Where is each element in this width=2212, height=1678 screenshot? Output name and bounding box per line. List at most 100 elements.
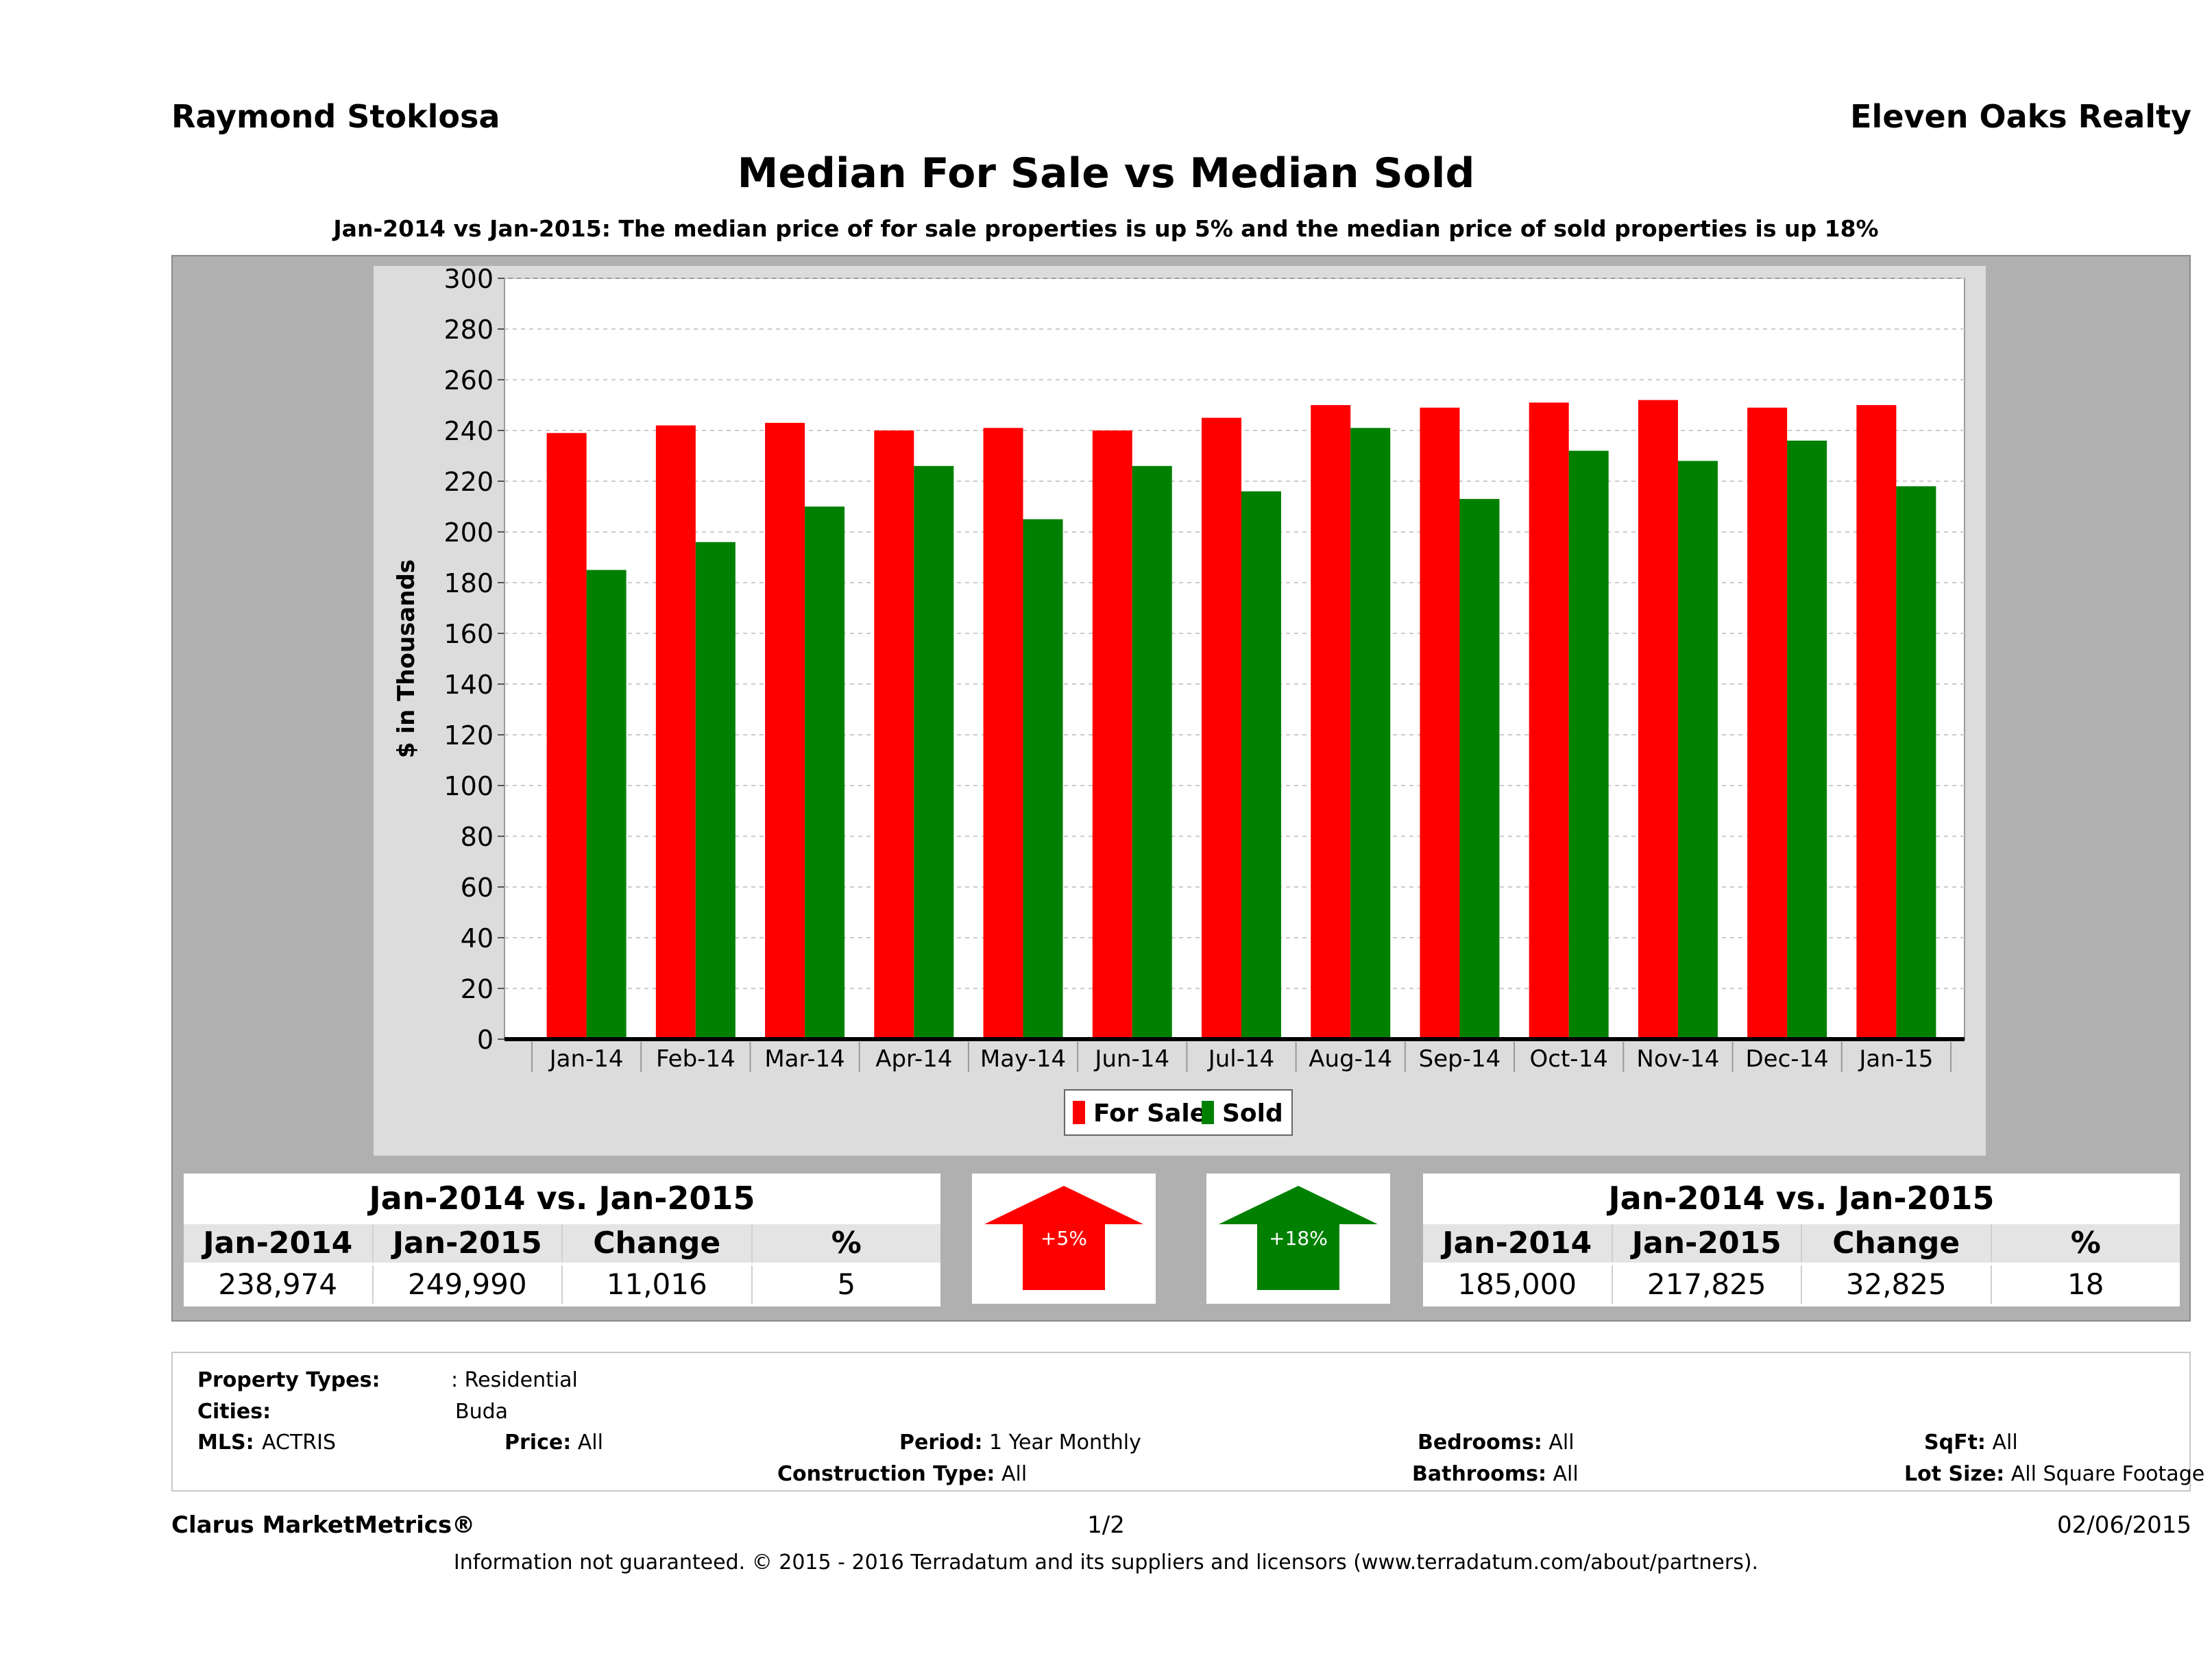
price-label: Price:	[505, 1431, 572, 1455]
sold-stats-heading: Jan-2014 vs. Jan-2015	[1608, 1180, 1995, 1217]
legend	[1064, 1089, 1293, 1136]
bar-sold	[586, 570, 627, 1039]
bedrooms-label: Bedrooms:	[1418, 1431, 1542, 1455]
x-tick-label: Feb-14	[656, 1045, 736, 1073]
lot-size-label: Lot Size:	[1904, 1462, 2005, 1486]
bar-sold	[805, 507, 845, 1039]
construction-type-value: All	[1001, 1462, 1028, 1486]
for-sale-col-jan2014: Jan-2014	[184, 1224, 374, 1263]
for-sale-change-box: +5%	[972, 1174, 1156, 1304]
bar-for-sale	[1092, 430, 1132, 1039]
y-tick-label: 300	[443, 266, 494, 294]
bar-for-sale	[874, 430, 914, 1039]
bar-for-sale	[546, 433, 587, 1039]
price-value: All	[577, 1431, 603, 1455]
for-sale-col-change: Change	[563, 1224, 753, 1263]
for-sale-col-jan2015: Jan-2015	[374, 1224, 563, 1263]
disclaimer: Information not guaranteed. © 2015 - 201…	[453, 1551, 1759, 1574]
for-sale-stats-heading: Jan-2014 vs. Jan-2015	[369, 1180, 755, 1217]
bar-for-sale	[765, 422, 805, 1039]
period-label: Period:	[899, 1431, 983, 1455]
property-types-value: : Residential	[451, 1368, 578, 1392]
property-types-label: Property Types:	[197, 1368, 380, 1392]
sqft-value: All	[1992, 1431, 2018, 1455]
sold-change-box: +18%	[1206, 1174, 1390, 1304]
y-axis-label: $ in Thousands	[393, 559, 420, 758]
sold-col-jan2014: Jan-2014	[1423, 1224, 1613, 1263]
x-tick-label: Jan-14	[548, 1045, 624, 1073]
for-sale-val-percent: 5	[837, 1267, 856, 1301]
bar-for-sale	[1420, 407, 1460, 1039]
bar-sold	[1896, 486, 1936, 1039]
sold-val-jan2014: 185,000	[1423, 1265, 1613, 1304]
y-tick-label: 220	[443, 467, 494, 497]
lot-size-value: All Square Footage	[2010, 1462, 2205, 1486]
legend-swatch-sold	[1202, 1101, 1214, 1124]
mls-label: MLS:	[197, 1431, 254, 1455]
y-tick-label: 200	[443, 518, 494, 548]
x-tick-label: Mar-14	[764, 1045, 845, 1073]
up-arrow-green-icon	[1219, 1186, 1378, 1290]
page-number: 1/2	[1087, 1511, 1125, 1539]
bathrooms-label: Bathrooms:	[1412, 1462, 1546, 1486]
bar-for-sale	[1747, 407, 1788, 1039]
sold-val-percent: 18	[2067, 1267, 2104, 1301]
bar-sold	[1350, 428, 1391, 1039]
y-tick-label: 20	[461, 974, 494, 1004]
legend-label-sold: Sold	[1222, 1099, 1283, 1128]
footer-brand: Clarus MarketMetrics®	[171, 1511, 476, 1539]
sold-stats-table: Jan-2014 vs. Jan-2015 Jan-2014 Jan-2015 …	[1423, 1174, 2180, 1306]
x-tick-label: Jan-15	[1858, 1045, 1933, 1073]
bar-sold	[695, 542, 736, 1039]
x-tick-label: Dec-14	[1745, 1045, 1828, 1073]
x-tick-label: Sep-14	[1419, 1045, 1501, 1073]
x-tick-label: May-14	[980, 1045, 1066, 1073]
x-tick-label: Jul-14	[1207, 1045, 1275, 1073]
bar-sold	[914, 465, 954, 1039]
chart-subtitle: Jan-2014 vs Jan-2015: The median price o…	[333, 215, 1879, 242]
report-date: 02/06/2015	[2057, 1511, 2191, 1539]
y-tick-label: 240	[443, 416, 494, 446]
y-tick-label: 40	[461, 923, 494, 953]
bar-for-sale	[1311, 405, 1351, 1039]
bar-sold	[1132, 465, 1172, 1039]
for-sale-val-jan2014: 238,974	[184, 1265, 374, 1304]
sqft-label: SqFt:	[1924, 1431, 1986, 1455]
bar-sold	[1568, 450, 1609, 1039]
bar-for-sale	[983, 428, 1023, 1039]
sold-val-change: 32,825	[1802, 1265, 1992, 1304]
search-criteria: Property Types: : Residential Cities: Bu…	[171, 1352, 2204, 1492]
for-sale-val-jan2015: 249,990	[374, 1265, 563, 1304]
y-tick-label: 120	[443, 720, 494, 751]
bar-sold	[1241, 491, 1281, 1039]
for-sale-stats-table: Jan-2014 vs. Jan-2015 Jan-2014 Jan-2015 …	[184, 1174, 940, 1306]
bar-for-sale	[1202, 417, 1241, 1039]
company-name: Eleven Oaks Realty	[1850, 98, 2191, 135]
sold-col-change: Change	[1802, 1224, 1992, 1263]
sold-val-jan2015: 217,825	[1613, 1265, 1802, 1304]
bedrooms-value: All	[1548, 1431, 1575, 1455]
bar-for-sale	[1638, 400, 1678, 1039]
cities-label: Cities:	[197, 1400, 271, 1424]
for-sale-col-percent: %	[831, 1226, 862, 1261]
sold-col-jan2015: Jan-2015	[1613, 1224, 1802, 1263]
cities-value: Buda	[455, 1400, 509, 1424]
bar-sold	[1023, 519, 1063, 1039]
bathrooms-value: All	[1553, 1462, 1579, 1486]
chart-title: Median For Sale vs Median Sold	[737, 149, 1475, 197]
x-tick-label: Apr-14	[875, 1045, 952, 1073]
y-tick-label: 280	[443, 315, 494, 345]
up-arrow-red-icon	[984, 1186, 1143, 1290]
for-sale-val-change: 11,016	[563, 1265, 753, 1304]
sold-change-label: +18%	[1269, 1227, 1328, 1250]
construction-type-label: Construction Type:	[777, 1462, 995, 1486]
bar-sold	[1459, 498, 1500, 1039]
for-sale-change-label: +5%	[1041, 1227, 1087, 1250]
bar-chart: 0 20 40 60 80 100 120 140 160 180 200 220 240 260 280 3…	[393, 266, 1965, 1136]
legend-label-for-sale: For Sale	[1093, 1099, 1206, 1128]
y-tick-label: 100	[443, 771, 494, 801]
x-tick-label: Oct-14	[1530, 1045, 1608, 1073]
x-tick-label: Aug-14	[1309, 1045, 1392, 1073]
y-tick-label: 260	[443, 365, 494, 396]
period-value: 1 Year Monthly	[989, 1431, 1141, 1455]
